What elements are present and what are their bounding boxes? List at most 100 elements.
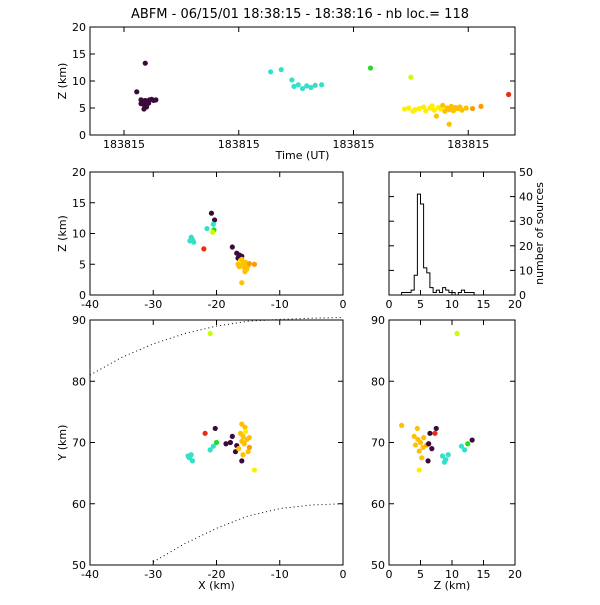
data-point (240, 433, 246, 439)
height_histogram-frame (388, 171, 516, 296)
y-tick-label: 70 (72, 437, 86, 450)
data-point (212, 425, 218, 432)
x_height-panel: -40 -30 -20 -10 0 0 5 10 15 20 Z (km) (56, 166, 347, 311)
x-tick-label: 183815 (447, 138, 489, 151)
data-point (412, 442, 419, 448)
x-tick-label: 15 (477, 298, 491, 311)
data-point (412, 107, 418, 113)
y-tick-label: 10 (72, 75, 86, 88)
data-point (146, 100, 152, 106)
data-point (251, 467, 258, 473)
y-tick-label: 15 (72, 197, 86, 210)
y-tick-label: 60 (72, 498, 86, 511)
data-point (241, 441, 247, 447)
x-tick-label: 0 (386, 568, 393, 581)
data-point (239, 256, 245, 262)
data-point (438, 106, 444, 112)
plan_view-panel: -40 -30 -20 -10 0 50 60 70 80 90 X (km) Y (km) (56, 314, 347, 592)
data-point (246, 444, 252, 450)
data-point (462, 447, 468, 453)
data-point (308, 84, 314, 91)
x-tick-label: -30 (144, 298, 162, 311)
data-point (312, 82, 318, 88)
y-tick-label: 10 (519, 264, 533, 277)
data-point (213, 439, 220, 446)
x-tick-label: 15 (477, 568, 491, 581)
data-point (432, 430, 438, 436)
y-tick-label: 15 (72, 48, 86, 61)
data-point (401, 106, 408, 112)
data-point (433, 425, 439, 432)
data-point (212, 217, 218, 223)
data-point (242, 428, 249, 435)
x-tick-label: 183815 (103, 138, 145, 151)
data-point (439, 453, 446, 459)
data-point (210, 443, 216, 449)
x-axis-label: Z (km) (434, 579, 471, 592)
y-tick-label: 20 (72, 21, 86, 34)
data-point (236, 446, 242, 452)
x-tick-label: 5 (417, 568, 424, 581)
y-tick-label: 5 (79, 258, 86, 271)
x-tick-label: 183815 (218, 138, 260, 151)
histogram-line (389, 193, 515, 296)
y-tick-label: 70 (371, 437, 385, 450)
data-point (268, 69, 274, 75)
data-point (469, 437, 475, 443)
data-point (142, 60, 148, 66)
x-axis-label: X (km) (198, 579, 235, 592)
x-axis-label: Time (UT) (275, 149, 330, 162)
y-axis-label: Z (km) (56, 215, 69, 252)
data-point (227, 439, 234, 446)
x-tick-label: 0 (386, 298, 393, 311)
data-point (421, 104, 427, 110)
x_height-frame (89, 171, 344, 296)
data-point (454, 330, 460, 337)
data-point (399, 422, 405, 428)
data-point (459, 107, 465, 113)
y-axis-label: Z (km) (56, 63, 69, 100)
data-point (426, 441, 432, 447)
data-point (207, 330, 213, 337)
data-point (448, 103, 454, 109)
data-point (201, 246, 207, 252)
y-tick-label: 80 (72, 375, 86, 388)
data-point (289, 77, 295, 83)
figure-title: ABFM - 06/15/01 18:38:15 - 18:38:16 - nb… (131, 7, 469, 22)
x-tick-label: 10 (445, 568, 459, 581)
y-axis-label: number of sources (533, 182, 546, 285)
x-tick-label: -10 (271, 298, 289, 311)
y-tick-label: 10 (72, 228, 86, 241)
y-tick-label: 20 (72, 166, 86, 179)
range-ring (153, 503, 344, 563)
data-point (239, 458, 245, 464)
data-point (425, 458, 431, 464)
x-tick-label: -20 (208, 298, 226, 311)
data-point (423, 108, 429, 114)
data-point (414, 425, 420, 432)
y-tick-label: 0 (79, 289, 86, 302)
data-point (420, 444, 426, 450)
data-point (463, 105, 469, 111)
data-point (419, 455, 425, 461)
data-point (242, 424, 248, 430)
time_height-frame (89, 26, 516, 136)
data-point (478, 103, 484, 109)
data-point (204, 225, 210, 232)
data-point (229, 244, 235, 250)
data-point (251, 261, 258, 267)
data-point (431, 107, 437, 113)
y-tick-label: 30 (519, 215, 533, 228)
data-point (210, 221, 216, 227)
data-point (441, 459, 448, 465)
data-point (429, 103, 435, 109)
data-point (427, 430, 433, 436)
range-ring (89, 317, 344, 376)
data-point (153, 97, 159, 103)
y-tick-label: 90 (72, 314, 86, 327)
data-point (440, 102, 446, 108)
x-tick-label: -40 (81, 298, 99, 311)
y-tick-label: 0 (79, 129, 86, 142)
